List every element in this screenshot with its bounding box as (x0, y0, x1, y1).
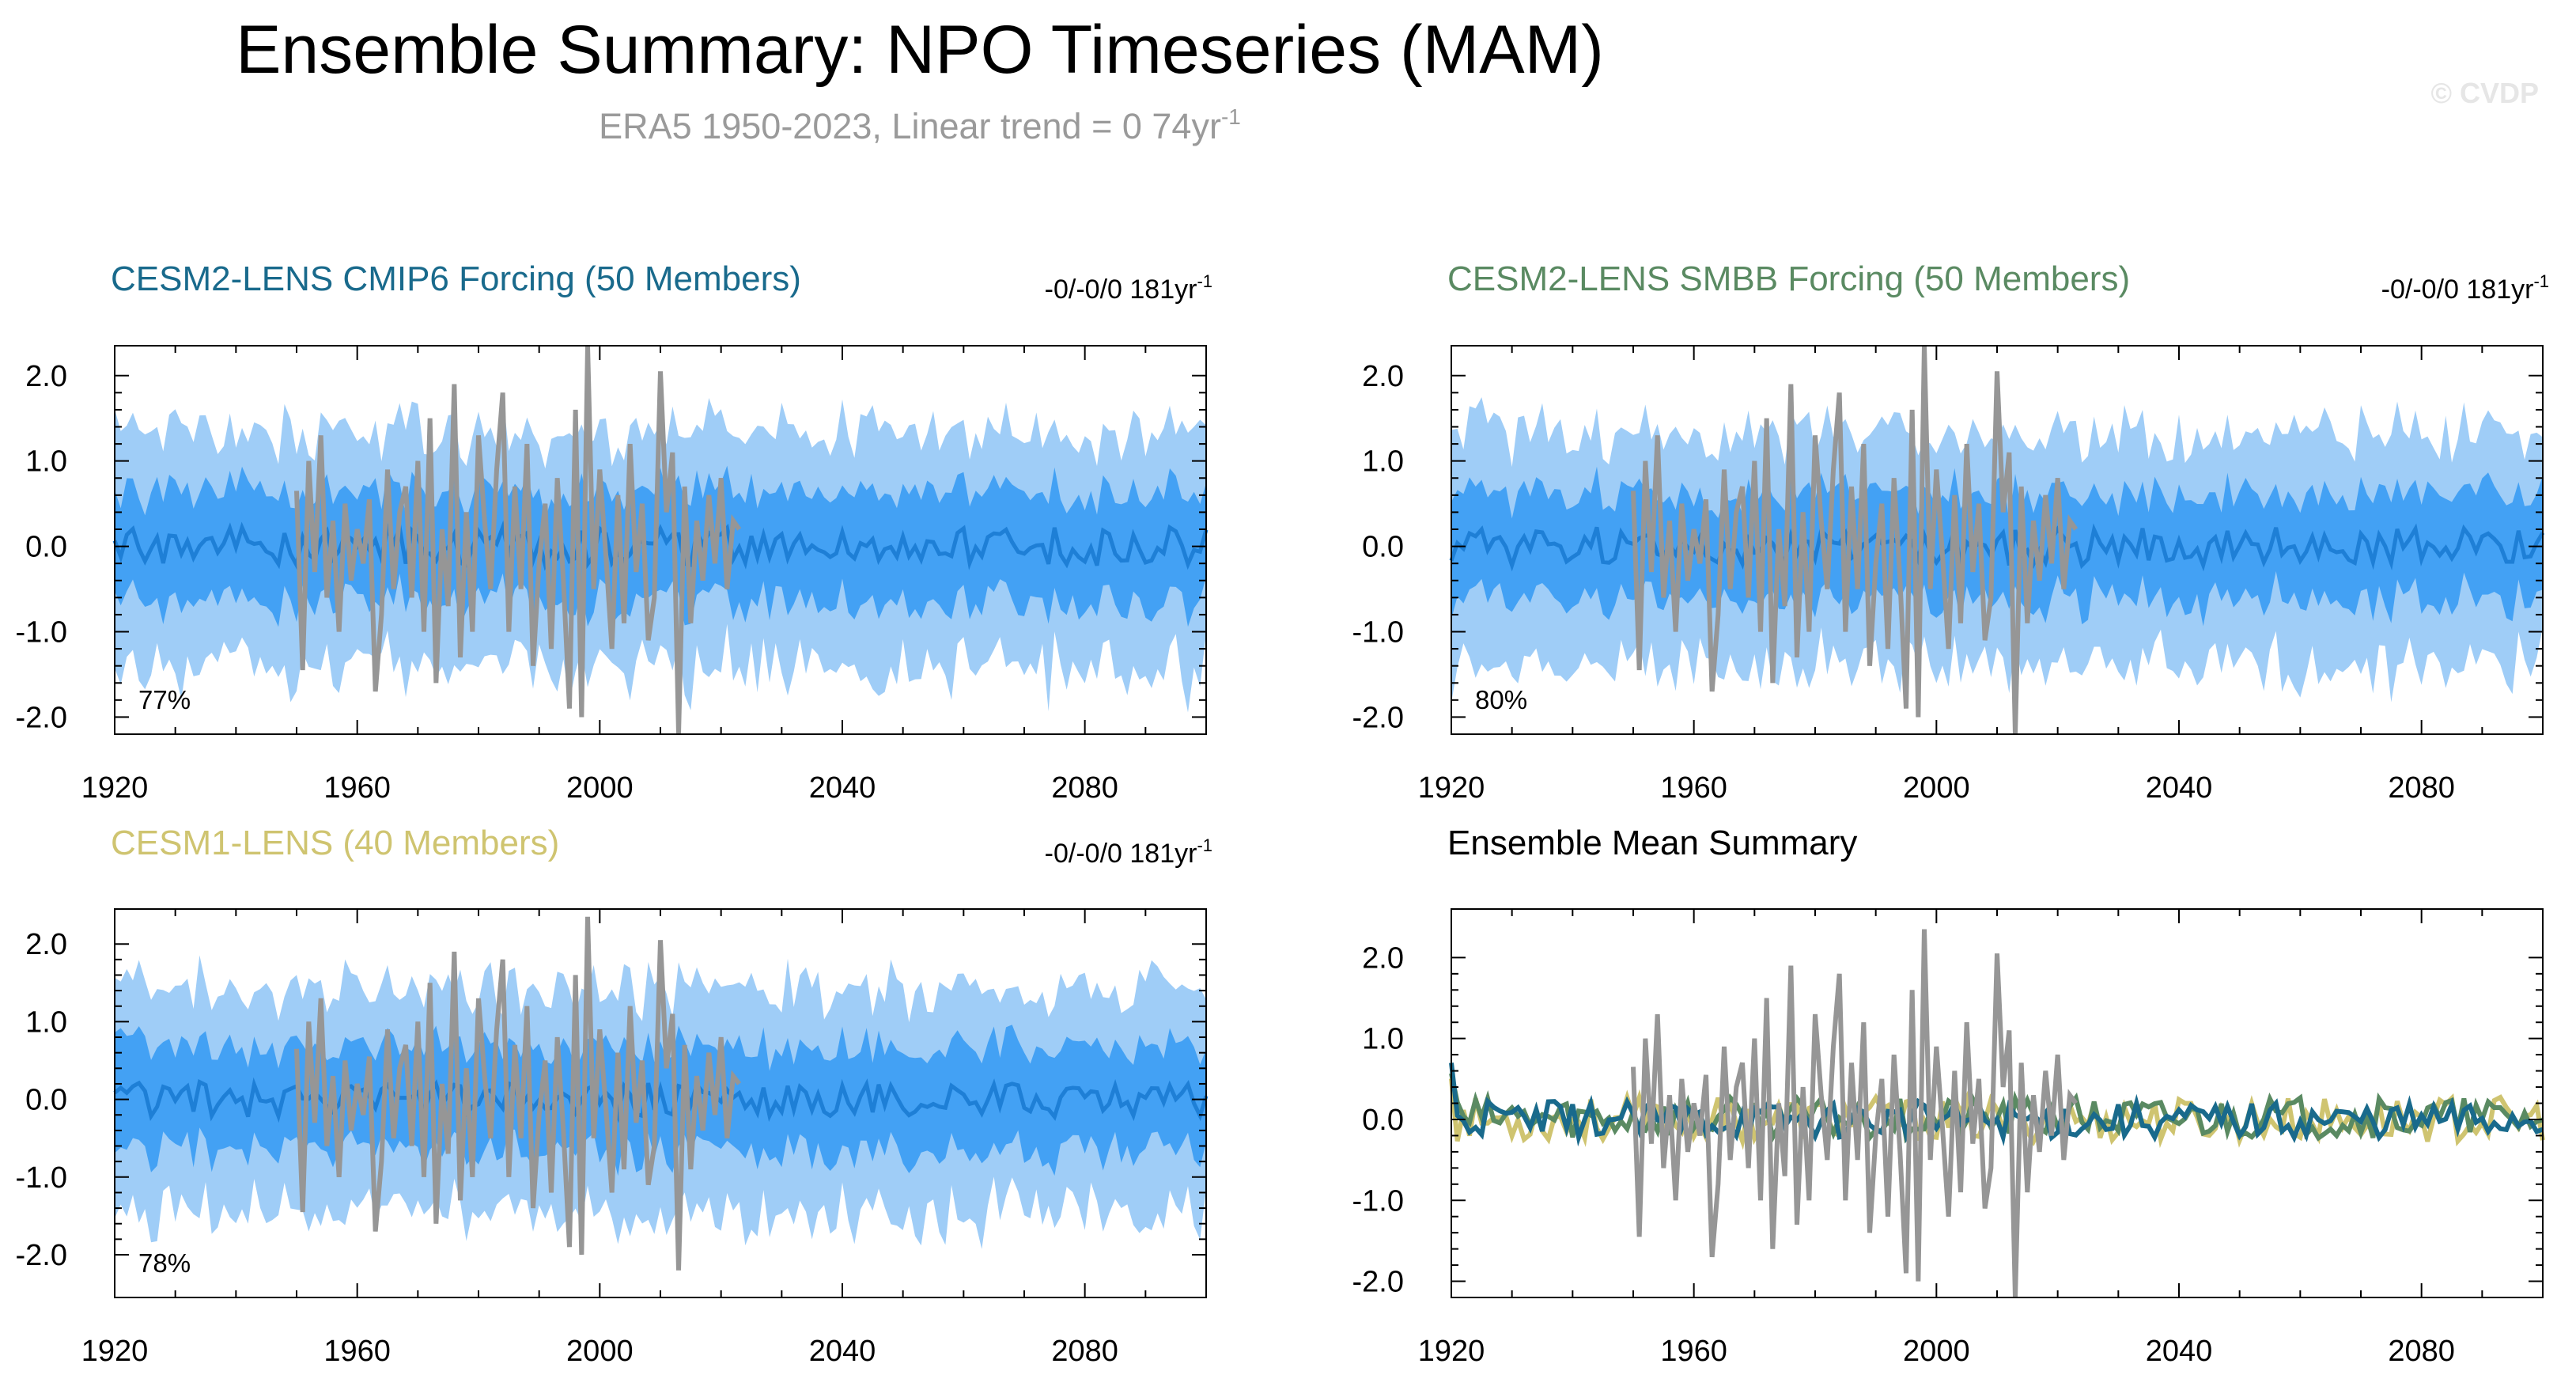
y-tick-label: -2.0 (16, 701, 67, 734)
x-tick-label: 1960 (323, 1335, 391, 1368)
trend-label: -0/-0/0 181yr-1 (2381, 271, 2549, 305)
panel-cesm2_smbb: 1920 1960 2000 2040 2080 2.0 1.0 0.0 -1.0 -2.0 CES… (1352, 259, 2549, 805)
x-tick-label: 2040 (809, 1335, 876, 1368)
panel-title: CESM2-LENS CMIP6 Forcing (50 Members) (111, 259, 801, 298)
y-tick-label: 2.0 (1362, 360, 1404, 393)
x-tick-label: 2000 (566, 771, 634, 805)
y-tick-label: 1.0 (25, 1006, 67, 1039)
observations-line (1631, 929, 2079, 1298)
trend-label-sup: -1 (1197, 271, 1212, 291)
panel-cesm1: 1920 1960 2000 2040 2080 2.0 1.0 0.0 -1.0 -2.0 CES… (16, 824, 1212, 1368)
x-tick-label: 2080 (1051, 1335, 1118, 1368)
figure-subtitle-text: ERA5 1950-2023, Linear trend = 0 74yr (599, 106, 1221, 146)
x-tick-label: 2000 (1903, 1335, 1970, 1368)
cvdp-watermark: © CVDP (2430, 77, 2539, 109)
panel-ens_mean_summary: 1920 1960 2000 2040 2080 2.0 1.0 0.0 -1.0 -2.0 Ens… (1352, 824, 2545, 1368)
trend-label-sup: -1 (1197, 835, 1212, 855)
trend-label-text: -0/-0/0 181yr (2381, 275, 2534, 305)
pct-label: 80% (1475, 685, 1527, 714)
y-tick-label: -2.0 (1352, 1266, 1404, 1299)
x-tick-label: 1960 (323, 771, 391, 805)
x-tick-label: 2080 (1051, 771, 1118, 805)
x-tick-label: 2040 (2146, 771, 2213, 805)
y-tick-label: 2.0 (1362, 941, 1404, 975)
figure-title: Ensemble Summary: NPO Timeseries (MAM) (236, 12, 1604, 88)
x-tick-label: 1920 (1418, 1335, 1485, 1368)
x-tick-label: 1920 (81, 1335, 149, 1368)
panel-title: Ensemble Mean Summary (1447, 824, 1857, 862)
panel-cesm2_cmip6: 1920 1960 2000 2040 2080 2.0 1.0 0.0 -1.0 -2.0 CES… (16, 259, 1212, 805)
pct-label: 77% (138, 685, 191, 714)
x-tick-label: 1960 (1660, 771, 1727, 805)
y-tick-label: 1.0 (1362, 445, 1404, 479)
trend-label-text: -0/-0/0 181yr (1045, 275, 1197, 305)
y-tick-label: -2.0 (16, 1239, 67, 1272)
panel-title: CESM1-LENS (40 Members) (111, 824, 559, 862)
y-tick-label: -1.0 (16, 616, 67, 650)
pct-label: 78% (138, 1248, 191, 1278)
trend-label: -0/-0/0 181yr-1 (1045, 271, 1212, 305)
observations-line (294, 345, 742, 735)
panels-group: 1920 1960 2000 2040 2080 2.0 1.0 0.0 -1.0 -2.0 CES… (16, 259, 2549, 1368)
trend-label: -0/-0/0 181yr-1 (1045, 835, 1212, 869)
figure-subtitle-sup: -1 (1221, 104, 1241, 129)
x-tick-label: 2000 (1903, 771, 1970, 805)
trend-label-sup: -1 (2533, 271, 2549, 291)
observations-line (1631, 345, 2079, 735)
y-tick-label: 0.0 (1362, 531, 1404, 564)
x-tick-label: 2040 (809, 771, 876, 805)
y-tick-label: 0.0 (25, 531, 67, 564)
x-tick-label: 2000 (566, 1335, 634, 1368)
x-tick-label: 1960 (1660, 1335, 1727, 1368)
y-tick-label: -1.0 (16, 1161, 67, 1195)
x-tick-label: 2080 (2388, 1335, 2455, 1368)
trend-label-text: -0/-0/0 181yr (1045, 839, 1197, 869)
y-tick-label: 2.0 (25, 360, 67, 393)
x-tick-label: 2040 (2146, 1335, 2213, 1368)
y-tick-label: 2.0 (25, 928, 67, 961)
x-tick-label: 2080 (2388, 771, 2455, 805)
figure-subtitle: ERA5 1950-2023, Linear trend = 0 74yr-1 (599, 104, 1241, 146)
ensemble-mean-line (112, 520, 1209, 571)
y-tick-label: 1.0 (25, 445, 67, 479)
panel-title: CESM2-LENS SMBB Forcing (50 Members) (1447, 259, 2130, 298)
y-tick-label: 0.0 (25, 1084, 67, 1117)
y-tick-label: -1.0 (1352, 1184, 1404, 1218)
y-tick-label: -2.0 (1352, 701, 1404, 734)
y-tick-label: -1.0 (1352, 616, 1404, 650)
y-tick-label: 1.0 (1362, 1023, 1404, 1056)
x-tick-label: 1920 (1418, 771, 1485, 805)
observations-line (294, 916, 742, 1271)
y-tick-label: 0.0 (1362, 1104, 1404, 1137)
x-tick-label: 1920 (81, 771, 149, 805)
